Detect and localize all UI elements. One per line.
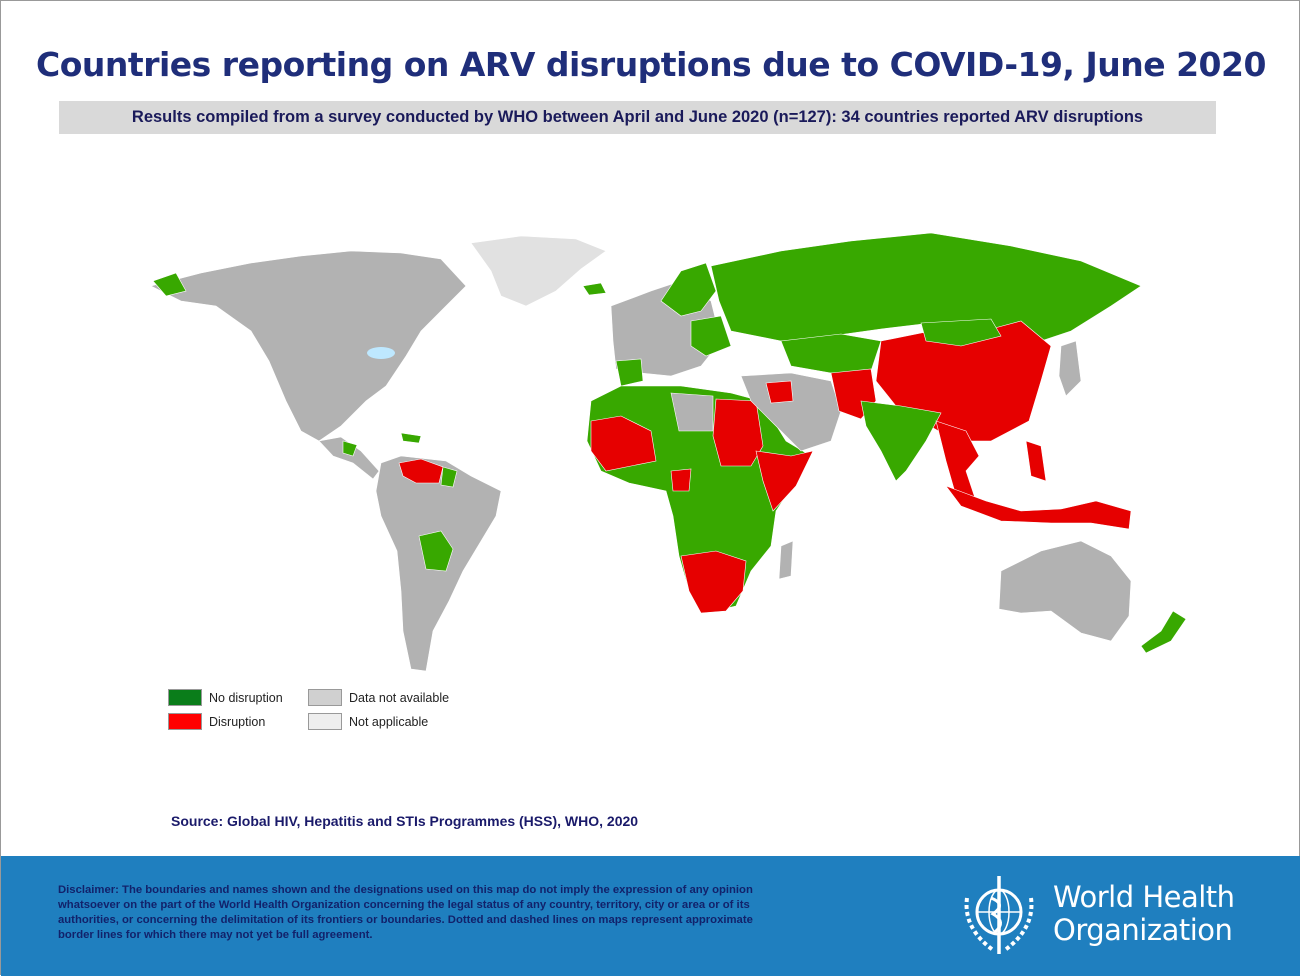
disclaimer: Disclaimer: The boundaries and names sho… (58, 884, 753, 941)
region-iraq (765, 380, 794, 404)
legend-swatch (308, 689, 342, 706)
legend-label: Not applicable (349, 714, 429, 729)
region-central-america (318, 436, 380, 480)
region-eastern-europe (690, 315, 732, 357)
who-logo-line2: Organization (1053, 913, 1233, 947)
footer: Disclaimer: The boundaries and names sho… (1, 856, 1300, 976)
source-note: Source: Global HIV, Hepatitis and STIs P… (171, 813, 639, 829)
region-alaska (152, 272, 187, 297)
legend-swatch (168, 713, 202, 730)
region-iceland (582, 282, 607, 296)
map-title: Countries reporting on ARV disruptions d… (36, 45, 1266, 84)
region-venezuela (398, 458, 444, 484)
legend-swatch (168, 689, 202, 706)
region-middle-east (740, 372, 842, 452)
legend-data-not-available: Data not available (308, 689, 449, 706)
region-caribbean (400, 432, 422, 444)
region-australia (998, 540, 1132, 642)
region-madagascar (778, 540, 794, 580)
map-subtitle: Results compiled from a survey conducted… (59, 101, 1216, 134)
region-egypt-sudan (712, 398, 764, 467)
region-japan (1058, 340, 1082, 397)
region-india (860, 400, 942, 482)
who-logo-line1: World Health (1053, 880, 1235, 914)
region-libya (670, 392, 714, 432)
legend-label: Disruption (209, 714, 266, 729)
region-southern-africa (680, 550, 747, 614)
region-southeast-asia (935, 420, 980, 502)
region-kazakhstan (780, 333, 882, 374)
region-mongolia (920, 318, 1002, 347)
great-lakes (367, 347, 395, 359)
legend-label: No disruption (209, 690, 283, 705)
legend-swatch (308, 713, 342, 730)
region-greenland (470, 235, 607, 307)
region-indonesia (945, 485, 1132, 530)
region-horn-of-africa (755, 450, 814, 512)
region-central-africa (670, 468, 692, 492)
region-scandinavia (660, 262, 717, 317)
region-iberia (615, 358, 644, 387)
who-emblem-icon (964, 876, 1034, 954)
who-logo: World Health Organization (953, 868, 1235, 960)
legend-no-disruption: No disruption (168, 689, 283, 706)
region-guyana (440, 466, 458, 488)
region-guatemala (342, 440, 358, 457)
region-north-america (150, 250, 467, 442)
world-map (150, 232, 1187, 672)
region-west-africa-disruption (590, 415, 657, 472)
region-bolivia (418, 530, 454, 572)
legend-disruption: Disruption (168, 713, 265, 730)
legend-label: Data not available (349, 690, 450, 705)
region-new-zealand (1140, 610, 1187, 654)
region-russia (710, 232, 1142, 342)
region-philippines (1025, 440, 1047, 482)
legend-not-applicable: Not applicable (308, 713, 428, 730)
